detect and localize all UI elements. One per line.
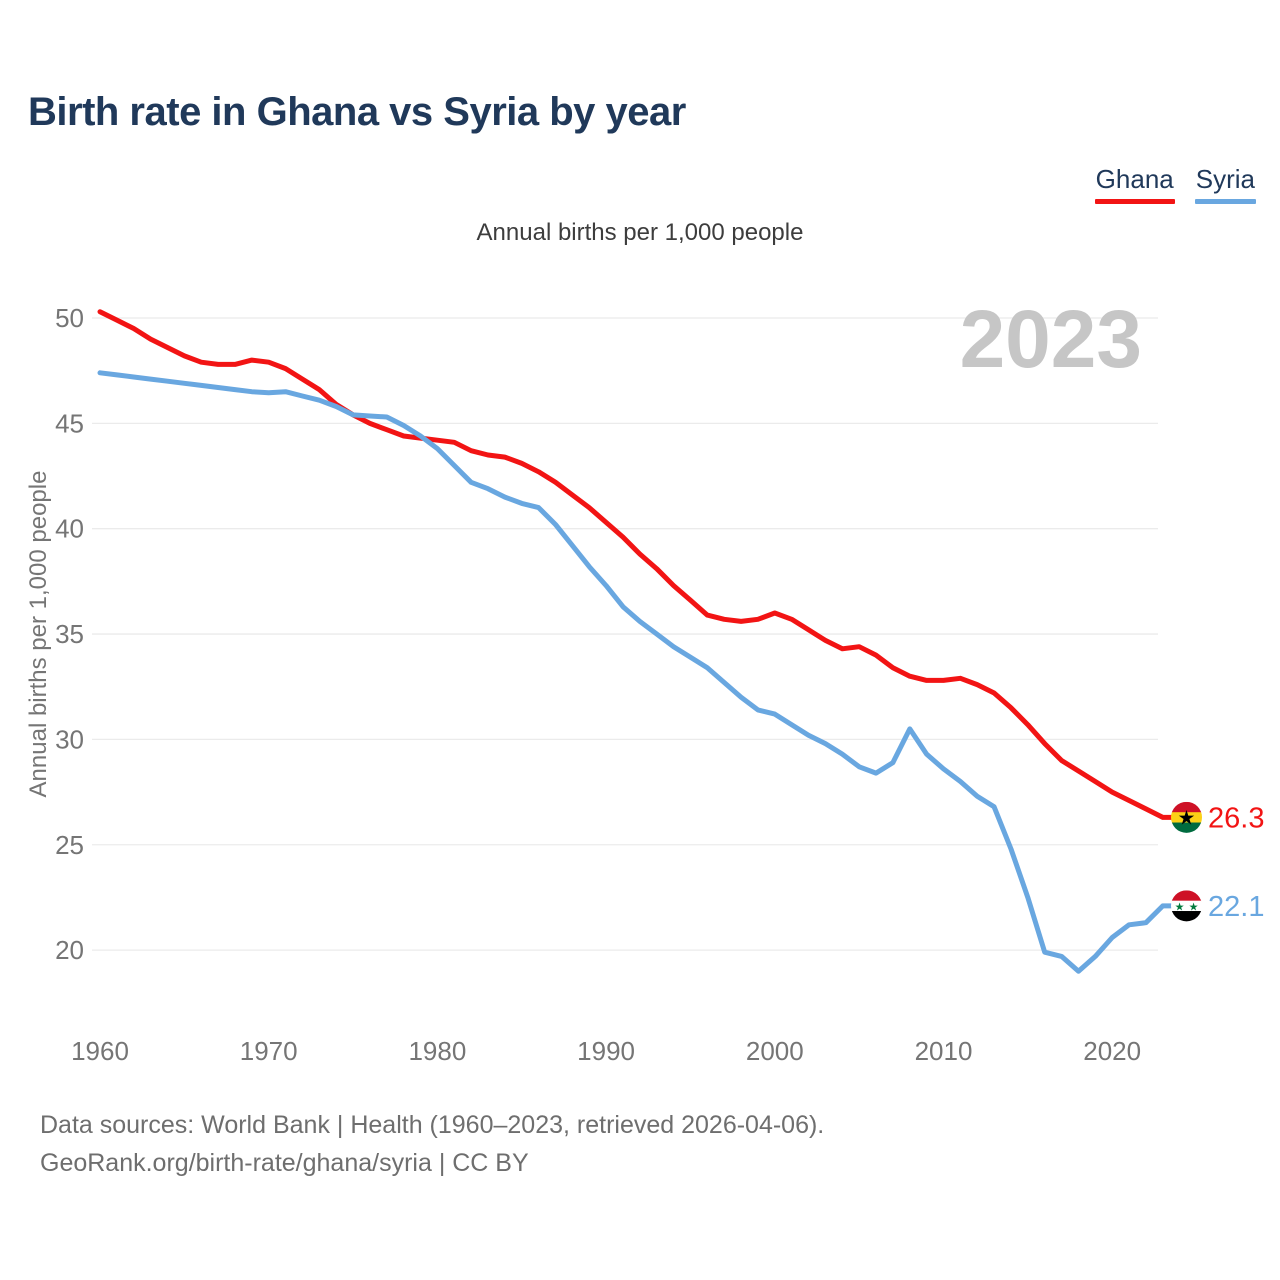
x-tick-label-2020: 2020	[1083, 1036, 1141, 1066]
x-axis-tick-labels: 1960 1970 1980 1990 2000 2010 2020	[71, 1036, 1141, 1066]
y-axis-title: Annual births per 1,000 people	[25, 471, 52, 798]
series-end-labels: ★ 26.3★ ★ 22.1	[1171, 801, 1264, 923]
legend-swatch-syria	[1194, 199, 1256, 204]
series-line-syria	[97, 370, 1174, 974]
svg-text:★: ★	[1189, 901, 1199, 913]
end-value-ghana: 26.3	[1208, 802, 1264, 834]
x-tick-label-2000: 2000	[746, 1036, 804, 1066]
y-tick-label-45: 45	[55, 408, 84, 438]
legend-swatch-ghana	[1094, 199, 1175, 204]
x-tick-label-1980: 1980	[408, 1036, 466, 1066]
series-lines	[97, 309, 1174, 974]
footer: Data sources: World Bank | Health (1960–…	[40, 1106, 824, 1182]
x-tick-label-2010: 2010	[915, 1036, 973, 1066]
y-tick-label-30: 30	[55, 724, 84, 754]
ghana-flag-icon: ★	[1171, 801, 1202, 833]
legend-item-ghana[interactable]: Ghana	[1094, 164, 1175, 204]
footer-attribution-line: GeoRank.org/birth-rate/ghana/syria | CC …	[40, 1149, 529, 1177]
x-tick-label-1990: 1990	[577, 1036, 635, 1066]
page-title: Birth rate in Ghana vs Syria by year	[28, 90, 686, 134]
y-tick-label-20: 20	[55, 935, 84, 965]
gridlines	[92, 317, 1158, 951]
end-value-syria: 22.1	[1208, 891, 1264, 923]
legend-label-ghana: Ghana	[1095, 164, 1174, 194]
y-tick-label-35: 35	[55, 619, 84, 649]
chart-subtitle: Annual births per 1,000 people	[476, 219, 804, 246]
y-axis-tick-labels: 20 25 30 35 40 45 50	[55, 303, 84, 965]
series-line-ghana	[97, 309, 1174, 820]
x-tick-label-1970: 1970	[240, 1036, 298, 1066]
svg-text:★: ★	[1175, 901, 1185, 913]
watermark-year: 2023	[960, 294, 1142, 385]
x-tick-label-1960: 1960	[71, 1036, 129, 1066]
syria-flag-icon: ★ ★	[1171, 890, 1202, 922]
legend-item-syria[interactable]: Syria	[1194, 164, 1256, 204]
legend-label-syria: Syria	[1195, 164, 1255, 194]
svg-text:★: ★	[1178, 807, 1196, 829]
footer-source-line: Data sources: World Bank | Health (1960–…	[40, 1111, 825, 1139]
y-tick-label-50: 50	[55, 303, 84, 333]
y-tick-label-40: 40	[55, 514, 84, 544]
y-tick-label-25: 25	[55, 830, 84, 860]
legend: Ghana Syria	[1094, 164, 1256, 204]
